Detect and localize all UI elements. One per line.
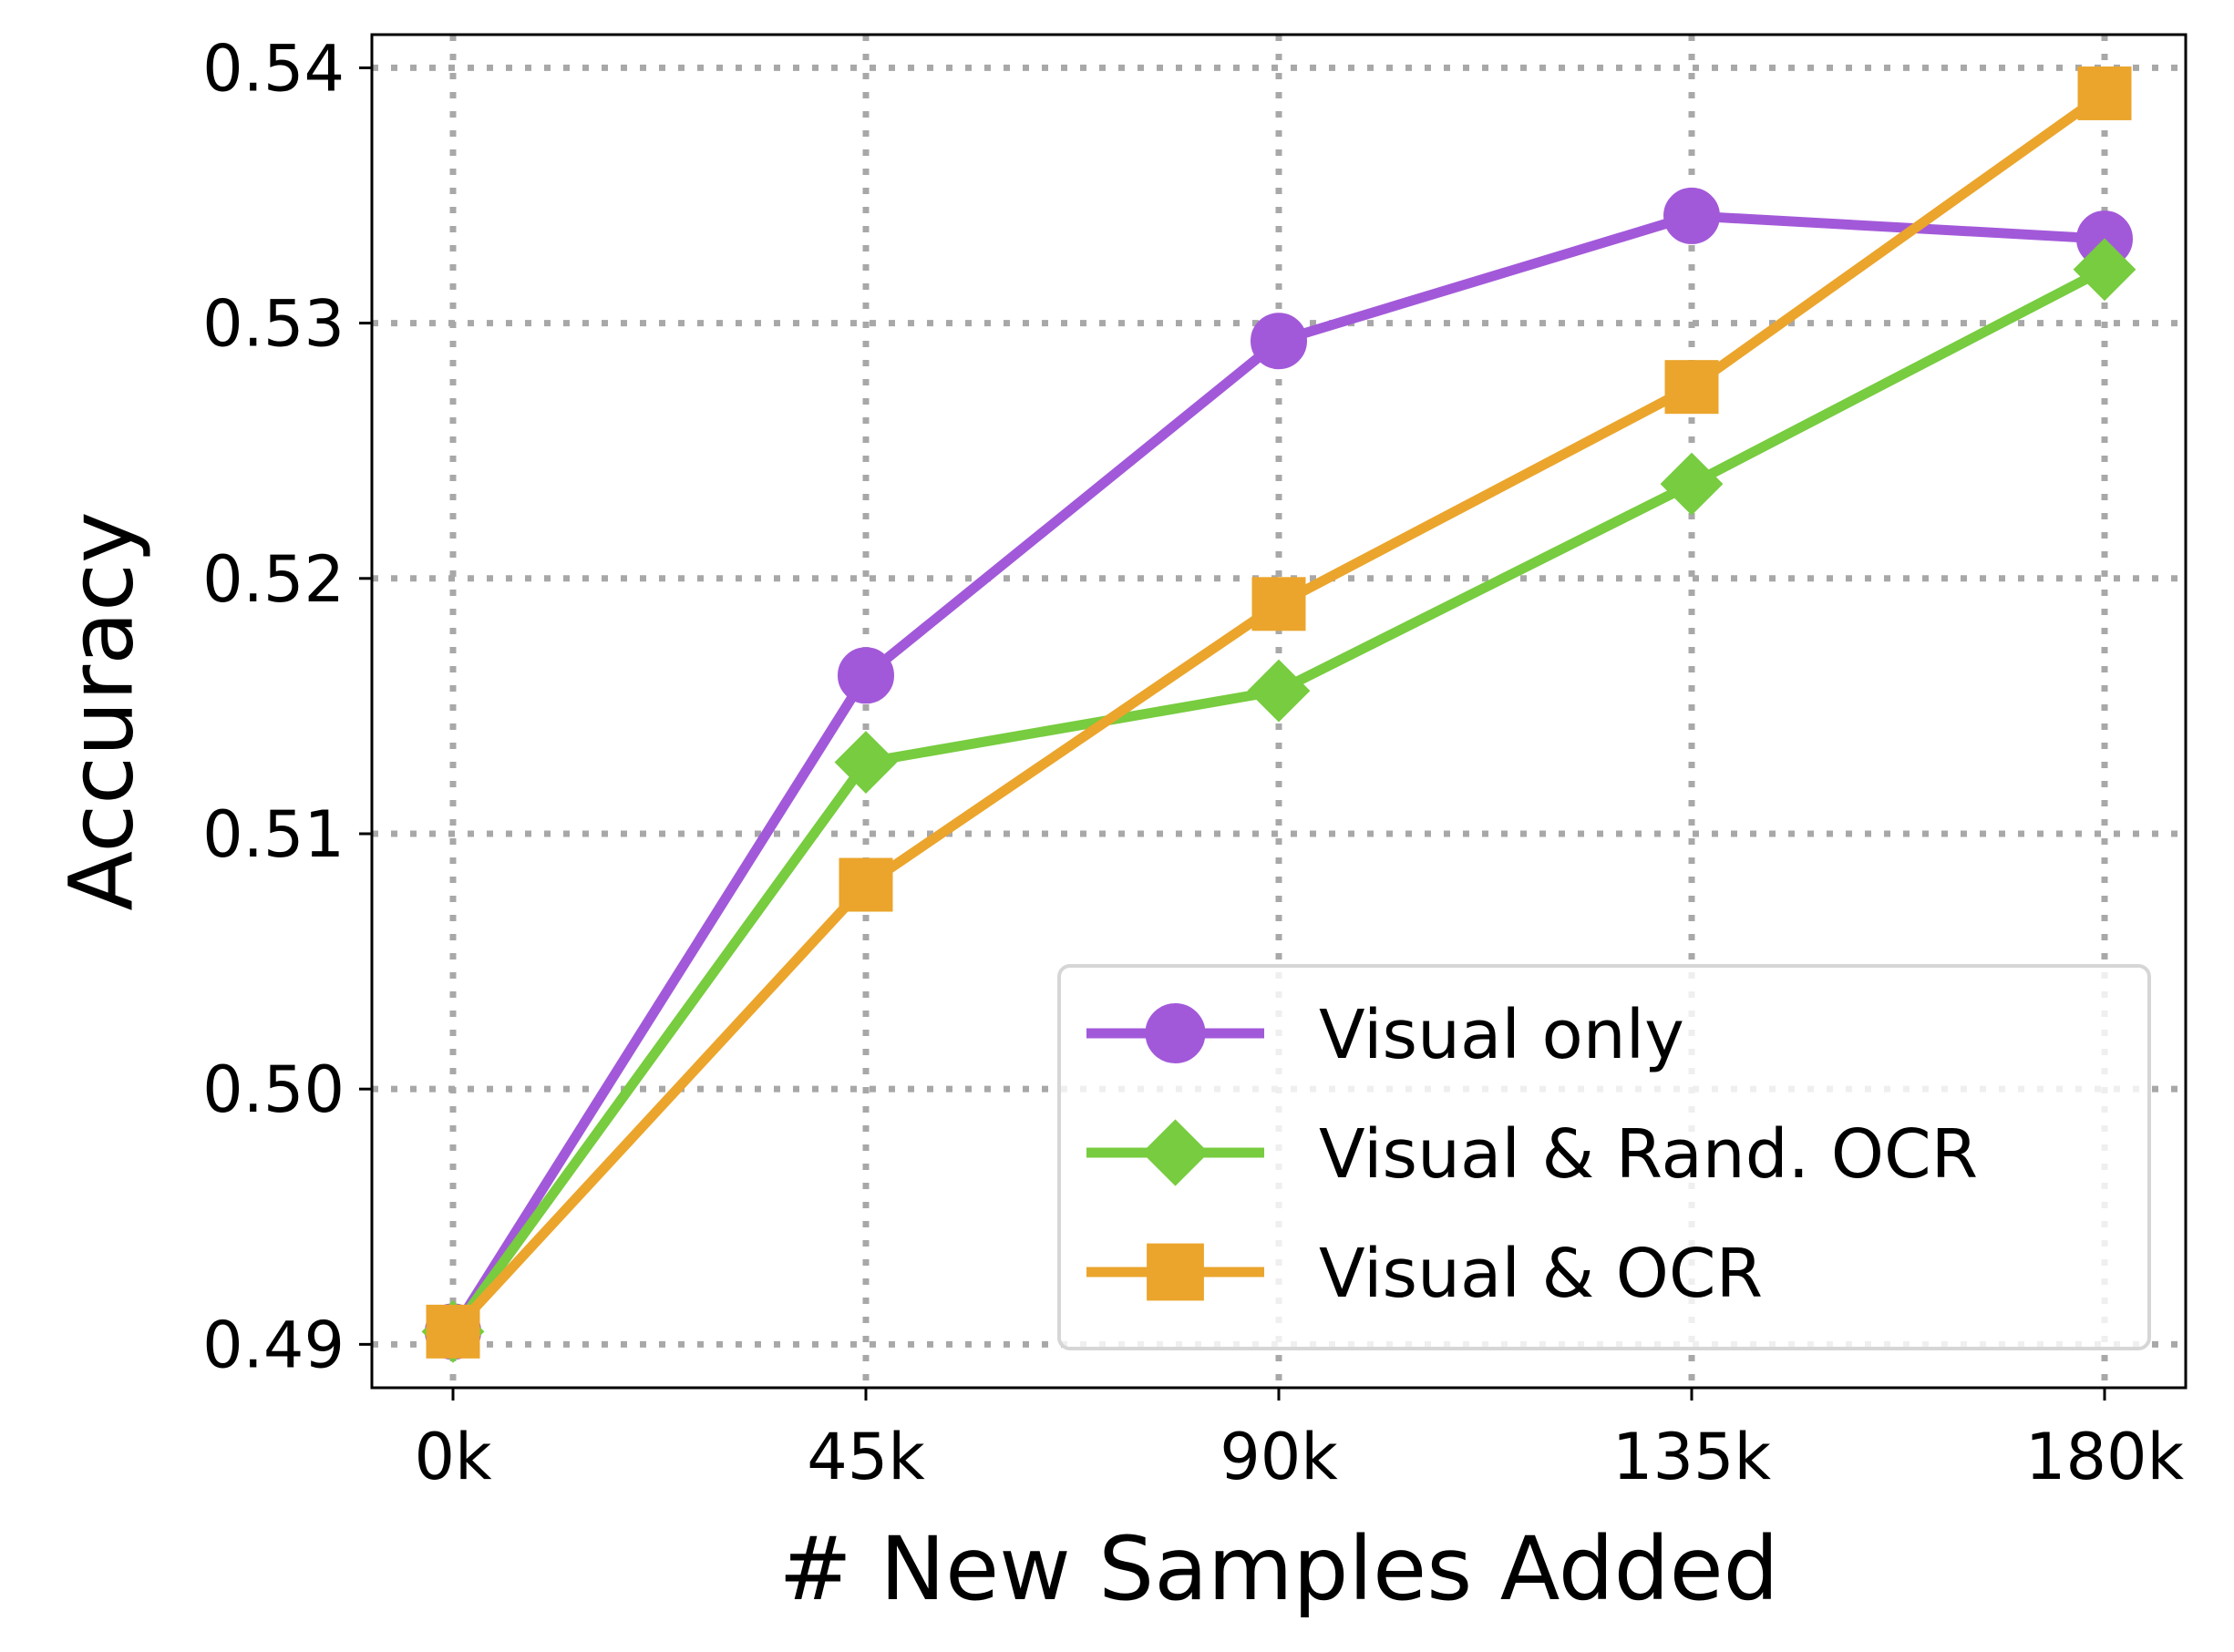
series-circle xyxy=(425,187,2133,1360)
y-axis-label: Accuracy xyxy=(50,511,152,910)
data-point xyxy=(2077,66,2132,120)
data-point xyxy=(834,731,898,794)
data-point xyxy=(839,857,893,912)
legend-label: Visual & OCR xyxy=(1319,1235,1763,1313)
legend-marker xyxy=(1145,1003,1206,1063)
data-point xyxy=(1251,577,1306,631)
x-tick-label: 135k xyxy=(1612,1420,1772,1494)
data-point xyxy=(1663,187,1720,244)
data-point xyxy=(1660,452,1724,516)
legend-marker xyxy=(1147,1243,1204,1301)
data-point xyxy=(1247,659,1311,723)
x-tick-label: 45k xyxy=(807,1420,925,1494)
data-point xyxy=(838,647,894,704)
x-tick-label: 90k xyxy=(1220,1420,1338,1494)
data-point xyxy=(2073,238,2136,302)
x-axis-label: # New Samples Added xyxy=(778,1518,1778,1620)
data-point xyxy=(426,1304,480,1359)
y-tick-label: 0.52 xyxy=(202,542,345,617)
legend-label: Visual only xyxy=(1319,996,1684,1074)
y-tick-label: 0.51 xyxy=(202,797,345,872)
x-tick-label: 180k xyxy=(2025,1420,2185,1494)
y-tick-label: 0.53 xyxy=(202,287,345,362)
y-tick-label: 0.50 xyxy=(202,1052,345,1127)
y-tick-label: 0.49 xyxy=(202,1308,345,1382)
y-tick-label: 0.54 xyxy=(202,31,345,106)
data-point xyxy=(1664,360,1719,415)
x-tick-label: 0k xyxy=(414,1420,492,1494)
legend-marker xyxy=(1141,1119,1210,1186)
data-point xyxy=(1251,313,1307,370)
series-layer xyxy=(421,66,2136,1363)
legend-box xyxy=(1057,964,2151,1350)
series-square xyxy=(426,66,2132,1359)
ticks: 0k 45k 90k 135k 180k 0.49 0.50 0.51 0.52 0.53 0.54 xyxy=(202,31,2184,1494)
legend-label: Visual & Rand. OCR xyxy=(1319,1115,1978,1194)
legend: Visual only Visual & Rand. OCR Visual & OC… xyxy=(1057,964,2151,1350)
